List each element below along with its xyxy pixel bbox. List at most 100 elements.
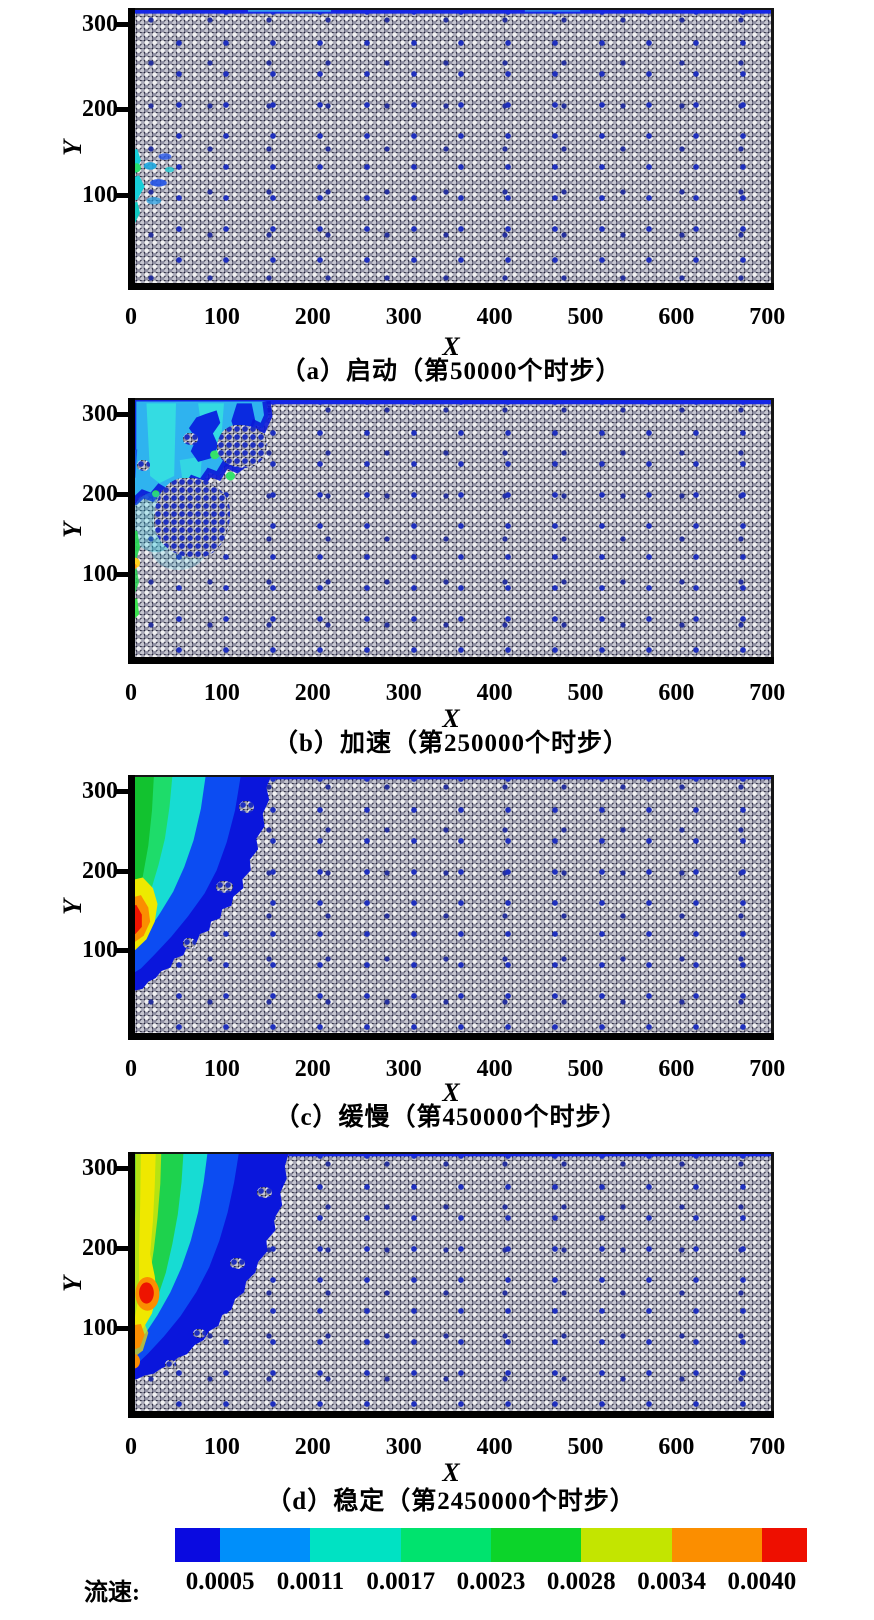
y-tick-label: 300 xyxy=(82,778,118,804)
x-axis-ticks: 0 100 200 300 400 500 600 700 xyxy=(0,1434,874,1460)
loose-particle-cluster xyxy=(183,938,196,949)
left-wall-axis xyxy=(128,398,135,664)
loose-particle-cluster xyxy=(217,425,267,468)
loose-particle-cluster xyxy=(183,433,198,445)
x-tick-label: 100 xyxy=(203,680,240,706)
y-tick-label: 300 xyxy=(82,401,118,427)
x-tick-label: 200 xyxy=(294,1434,331,1460)
colorbar-level-label: 0.0017 xyxy=(366,1568,436,1595)
loose-particle-cluster xyxy=(216,881,233,893)
y-tick-label: 100 xyxy=(82,181,118,208)
y-tick-label: 200 xyxy=(82,481,118,507)
colorbar-level-label: 0.0023 xyxy=(456,1568,526,1595)
y-tick-label: 300 xyxy=(82,1155,118,1181)
colorbar-segment xyxy=(761,1528,808,1562)
x-axis-label: X xyxy=(442,704,460,733)
colorbar-level-label: 0.0005 xyxy=(185,1568,255,1595)
left-wall-axis xyxy=(128,775,135,1040)
x-tick-label: 400 xyxy=(476,680,513,706)
x-tick-label: 100 xyxy=(203,304,240,330)
x-axis-ticks: 0 100 200 300 400 500 600 700 xyxy=(0,304,874,330)
y-tick-label: 200 xyxy=(82,857,118,884)
x-tick-label: 0 xyxy=(125,680,137,706)
x-tick-label: 600 xyxy=(658,304,695,330)
x-tick-label: 200 xyxy=(294,1056,331,1082)
x-tick-label: 600 xyxy=(658,1434,695,1460)
colorbar xyxy=(175,1528,808,1562)
loose-particle-cluster xyxy=(137,460,150,471)
colorbar-legend: 流速: 0.0005 0.0011 0.0017 0.0023 0.0028 0.0034… xyxy=(0,1520,874,1620)
x-axis-ticks: 0 100 200 300 400 500 600 700 xyxy=(0,680,874,706)
high-velocity-core xyxy=(139,1282,154,1304)
plot-right-border xyxy=(771,398,774,664)
colorbar-segment xyxy=(671,1528,763,1562)
x-tick-label: 300 xyxy=(385,1434,422,1460)
plot-top-border xyxy=(128,8,774,10)
velocity-contours-c xyxy=(128,775,774,995)
plot-right-border xyxy=(771,8,774,290)
x-tick-label: 600 xyxy=(658,680,695,706)
colorbar-segment xyxy=(175,1528,221,1562)
left-wall-axis xyxy=(128,8,135,290)
x-tick-label: 400 xyxy=(476,304,513,330)
x-tick-label: 0 xyxy=(125,1056,137,1082)
y-tick-label: 100 xyxy=(82,561,118,587)
colorbar-level-label: 0.0034 xyxy=(637,1568,706,1595)
colorbar-level-label: 0.0028 xyxy=(546,1568,616,1595)
x-tick-label: 0 xyxy=(125,1434,137,1460)
x-tick-label: 700 xyxy=(749,1056,786,1082)
plot-area-a xyxy=(128,8,774,290)
y-tick-label: 300 xyxy=(82,11,118,37)
y-tick-label: 200 xyxy=(82,96,118,123)
x-tick-label: 100 xyxy=(203,1434,240,1460)
plot-area-b xyxy=(128,398,774,664)
plot-right-border xyxy=(771,775,774,1040)
plot-top-border xyxy=(128,1152,774,1154)
y-axis-label: Y xyxy=(58,140,87,156)
velocity-contours-a xyxy=(128,8,774,227)
x-tick-label: 400 xyxy=(476,1434,513,1460)
loose-particle-cluster xyxy=(239,801,254,813)
x-tick-label: 700 xyxy=(749,680,786,706)
x-axis-label: X xyxy=(442,1458,460,1487)
panel-a-caption: （a）启动（第50000个时步） xyxy=(280,358,622,385)
colorbar-segment xyxy=(491,1528,582,1562)
colorbar-segment xyxy=(400,1528,492,1562)
y-axis-label: Y xyxy=(58,1276,87,1292)
panel-c-caption: （c）缓慢（第450000个时步） xyxy=(274,1104,628,1131)
panel-d: Y 300 200 100 xyxy=(0,1152,874,1528)
x-tick-label: 300 xyxy=(385,1056,422,1082)
x-tick-label: 400 xyxy=(476,1056,513,1082)
plot-area-c xyxy=(128,775,774,1040)
colorbar-title: 流速: xyxy=(84,1580,140,1606)
bottom-axis xyxy=(128,657,774,664)
plot-top-border xyxy=(128,398,774,400)
x-tick-label: 0 xyxy=(125,304,137,330)
y-axis-label: Y xyxy=(58,522,87,538)
colorbar-labels: 0.0005 0.0011 0.0017 0.0023 0.0028 0.0034 0.00… xyxy=(0,1568,874,1598)
x-tick-label: 500 xyxy=(567,680,604,706)
y-tick-label: 100 xyxy=(82,937,118,964)
granular-packing-texture xyxy=(128,8,774,290)
plot-right-border xyxy=(771,1152,774,1418)
loose-particle-cluster xyxy=(154,478,230,558)
bottom-axis xyxy=(128,1411,774,1418)
colorbar-level-label: 0.0011 xyxy=(276,1568,345,1595)
x-axis-ticks: 0 100 200 300 400 500 600 700 xyxy=(0,1056,874,1082)
x-tick-label: 600 xyxy=(658,1056,695,1082)
x-tick-label: 200 xyxy=(294,304,331,330)
colorbar-segment xyxy=(310,1528,402,1562)
y-axis-label: Y xyxy=(58,899,87,915)
left-wall-axis xyxy=(128,1152,135,1418)
x-tick-label: 300 xyxy=(385,680,422,706)
x-tick-label: 100 xyxy=(203,1056,240,1082)
loose-particle-cluster xyxy=(165,1360,176,1369)
colorbar-segment xyxy=(220,1528,311,1562)
panel-d-caption: （d）稳定（第2450000个时步） xyxy=(266,1488,636,1515)
colorbar-level-label: 0.0040 xyxy=(727,1568,797,1595)
x-tick-label: 500 xyxy=(567,304,604,330)
panel-b: Y 300 200 100 xyxy=(0,398,874,768)
x-tick-label: 200 xyxy=(294,680,331,706)
velocity-contours-d xyxy=(128,1152,774,1381)
